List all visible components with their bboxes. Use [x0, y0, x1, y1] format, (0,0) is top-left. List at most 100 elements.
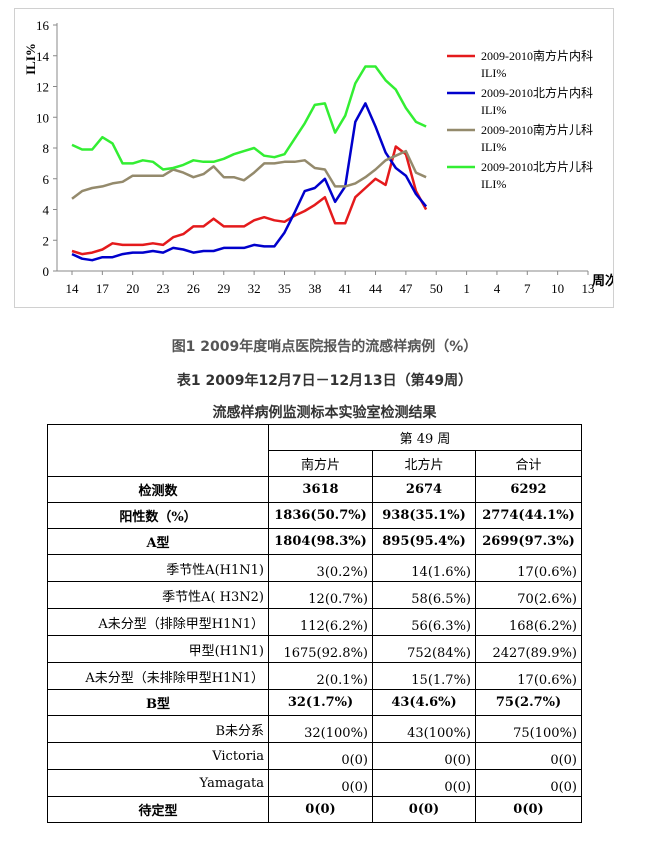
x-tick-label: 50: [430, 281, 443, 296]
table-cell: 14(1.6%): [372, 554, 476, 582]
row-label: A未分型（排除甲型H1N1）: [47, 608, 269, 636]
y-tick-label: 0: [43, 264, 50, 279]
y-tick-label: 16: [36, 18, 50, 33]
x-tick-label: 14: [66, 281, 80, 296]
legend-label: 2009-2010北方片内科: [481, 85, 593, 100]
column-header: 北方片: [372, 450, 476, 477]
table-row: B未分系 32(100%) 43(100%) 75(100%): [47, 715, 582, 743]
row-label: 季节性A( H3N2): [47, 581, 269, 609]
row-label: 待定型: [47, 796, 269, 823]
table-row: A未分型（排除甲型H1N1） 112(6.2%) 56(6.3%) 168(6.2%): [47, 608, 582, 636]
table-cell: 112(6.2%): [268, 608, 373, 636]
figure-caption: 图1 2009年度哨点医院报告的流感样病例（%）: [171, 339, 478, 355]
x-axis-label: 周次: [592, 273, 613, 289]
table-cell: 0(0): [268, 796, 373, 823]
row-label: Yamagata: [47, 769, 269, 797]
series-line: [71, 102, 428, 262]
chart-legend: 2009-2010南方片内科 ILI% 2009-2010北方片内科 ILI% 2009…: [447, 48, 593, 191]
table-cell: 43(100%): [372, 715, 476, 743]
legend-label-unit: ILI%: [481, 140, 506, 154]
x-tick-label: 38: [308, 281, 321, 296]
table-cell: 1804(98.3%): [268, 528, 373, 555]
row-label: Victoria: [47, 742, 269, 770]
y-tick-label: 12: [36, 80, 49, 95]
legend-label: 2009-2010南方片内科: [481, 48, 593, 63]
table-cell: 895(95.4%): [372, 528, 476, 555]
legend-label: 2009-2010北方片儿科: [481, 159, 593, 174]
table-cell: 17(0.6%): [475, 662, 582, 690]
table-cell: 2774(44.1%): [475, 502, 582, 529]
table-cell: 32(1.7%): [268, 689, 373, 716]
table-row: A未分型（未排除甲型H1N1） 2(0.1%) 15(1.7%) 17(0.6%): [47, 662, 582, 690]
table-cell: 0(0): [475, 796, 582, 823]
table-cell: 56(6.3%): [372, 608, 476, 636]
row-label: 阳性数（%）: [47, 502, 269, 529]
table-cell: 0(0): [268, 742, 373, 770]
table-cell: 2(0.1%): [268, 662, 373, 690]
x-tick-label: 32: [248, 281, 261, 296]
x-tick-label: 26: [187, 281, 201, 296]
table-cell: 43(4.6%): [372, 689, 476, 716]
table-cell: 0(0): [475, 742, 582, 770]
row-label: B未分系: [47, 715, 269, 743]
table-cell: 2699(97.3%): [475, 528, 582, 555]
table-cell: 17(0.6%): [475, 554, 582, 582]
y-tick-label: 2: [43, 233, 50, 248]
table-cell: 3618: [268, 476, 373, 503]
legend-label-unit: ILI%: [481, 177, 506, 191]
y-tick-label: 8: [43, 141, 50, 156]
column-header: 合计: [475, 450, 582, 477]
legend-label-unit: ILI%: [481, 103, 506, 117]
table-row: 季节性A(H1N1) 3(0.2%) 14(1.6%) 17(0.6%): [47, 554, 582, 582]
x-tick-label: 13: [582, 281, 595, 296]
row-label: 检测数: [47, 476, 269, 503]
x-tick-label: 4: [494, 281, 501, 296]
table-cell: 12(0.7%): [268, 581, 373, 609]
column-header: 南方片: [268, 450, 373, 477]
series-line: [71, 65, 427, 171]
table-cell: 0(0): [475, 769, 582, 797]
table-corner-cell: [47, 424, 269, 477]
table-row: B型 32(1.7%) 43(4.6%) 75(2.7%): [47, 689, 582, 716]
table-cell: 2427(89.9%): [475, 635, 582, 663]
x-tick-label: 44: [369, 281, 383, 296]
table-cell: 32(100%): [268, 715, 373, 743]
table-row: 待定型 0(0) 0(0) 0(0): [47, 796, 582, 823]
table-subcaption: 流感样病例监测标本实验室检测结果: [212, 405, 437, 421]
x-tick-label: 29: [217, 281, 230, 296]
x-tick-label: 1: [463, 281, 470, 296]
x-tick-label: 7: [524, 281, 531, 296]
table-cell: 75(100%): [475, 715, 582, 743]
table-row: A型 1804(98.3%) 895(95.4%) 2699(97.3%): [47, 528, 582, 555]
table-cell: 3(0.2%): [268, 554, 373, 582]
table-cell: 0(0): [372, 769, 476, 797]
table-cell: 2674: [372, 476, 476, 503]
y-tick-label: 10: [36, 110, 49, 125]
x-tick-label: 41: [339, 281, 352, 296]
row-label: 甲型(H1N1): [47, 635, 269, 663]
table-cell: 0(0): [268, 769, 373, 797]
x-tick-label: 35: [278, 281, 291, 296]
row-label: 季节性A(H1N1): [47, 554, 269, 582]
table-cell: 168(6.2%): [475, 608, 582, 636]
table-cell: 70(2.6%): [475, 581, 582, 609]
ili-line-chart: 0 2 4 6 8 10 12 14 16 14 17 20 23 26 29 32 35 38 41 44 47 50 1…: [14, 8, 614, 308]
legend-label: 2009-2010南方片儿科: [481, 122, 593, 137]
chart-series-lines: [71, 65, 428, 262]
x-tick-label: 20: [126, 281, 139, 296]
table-cell: 938(35.1%): [372, 502, 476, 529]
table-cell: 75(2.7%): [475, 689, 582, 716]
table-row: Yamagata 0(0) 0(0) 0(0): [47, 769, 582, 797]
y-tick-label: 6: [43, 172, 50, 187]
table-row: 甲型(H1N1) 1675(92.8%) 752(84%) 2427(89.9%): [47, 635, 582, 663]
legend-label-unit: ILI%: [481, 66, 506, 80]
table-row: Victoria 0(0) 0(0) 0(0): [47, 742, 582, 770]
table-cell: 0(0): [372, 796, 476, 823]
table-cell: 58(6.5%): [372, 581, 476, 609]
table-cell: 1836(50.7%): [268, 502, 373, 529]
y-axis-label: ILI%: [23, 43, 38, 75]
table-row: 阳性数（%） 1836(50.7%) 938(35.1%) 2774(44.1%): [47, 502, 582, 529]
table-cell: 6292: [475, 476, 582, 503]
